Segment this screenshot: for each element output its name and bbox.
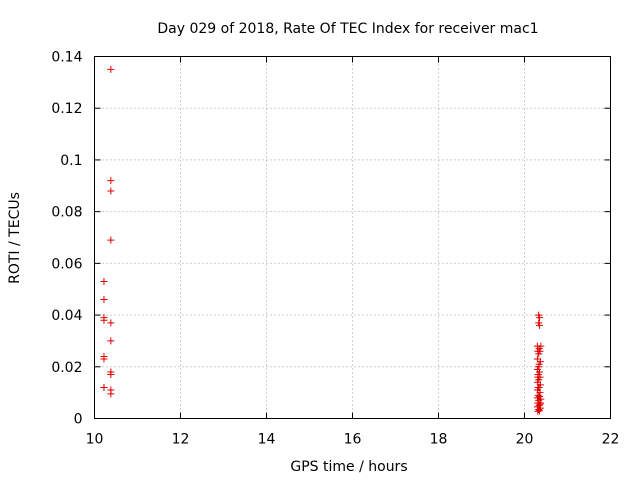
- data-point: [536, 399, 544, 407]
- data-point: [535, 350, 543, 358]
- data-point: [534, 373, 542, 381]
- chart-title: Day 029 of 2018, Rate Of TEC Index for r…: [157, 21, 538, 37]
- x-tick-label: 14: [258, 432, 276, 448]
- data-point: [534, 383, 542, 391]
- y-tick-label: 0: [74, 412, 83, 428]
- data-point: [536, 407, 544, 415]
- y-tick-label: 0.14: [51, 50, 82, 66]
- data-point: [107, 371, 115, 379]
- y-tick-label: 0.06: [51, 256, 82, 272]
- data-point: [536, 321, 544, 329]
- x-axis-label: GPS time / hours: [290, 459, 407, 475]
- data-point: [537, 342, 545, 350]
- x-tick-label: 10: [86, 432, 104, 448]
- data-point: [535, 360, 543, 368]
- x-tick-label: 20: [516, 432, 534, 448]
- data-point: [107, 236, 115, 244]
- y-tick-label: 0.12: [51, 101, 82, 117]
- x-tick-labels: 10 12 14 16 18 20 22: [86, 432, 620, 448]
- x-tick-label: 12: [172, 432, 190, 448]
- data-point: [100, 316, 108, 324]
- data-point: [107, 187, 115, 195]
- data-point: [100, 277, 108, 285]
- x-tick-label: 22: [602, 432, 620, 448]
- data-point: [107, 65, 115, 73]
- data-point: [107, 390, 115, 398]
- y-axis-label: ROTI / TECUs: [7, 192, 23, 284]
- data-point: [100, 355, 108, 363]
- y-tick-labels: 0 0.02 0.04 0.06 0.08 0.1 0.12 0.14: [51, 50, 82, 428]
- plot-frame: [94, 56, 611, 419]
- y-tick-label: 0.04: [51, 308, 82, 324]
- data-point: [536, 314, 544, 322]
- data-points: [100, 65, 545, 415]
- y-tick-label: 0.08: [51, 205, 82, 221]
- y-tick-label: 0.02: [51, 360, 82, 376]
- x-tick-label: 18: [430, 432, 448, 448]
- data-point: [535, 405, 543, 413]
- data-point: [107, 177, 115, 185]
- data-point: [534, 407, 542, 415]
- data-point: [100, 296, 108, 304]
- data-point: [107, 337, 115, 345]
- x-tick-label: 16: [344, 432, 362, 448]
- data-point: [100, 383, 108, 391]
- grid: [94, 56, 611, 419]
- y-tick-label: 0.1: [60, 153, 82, 169]
- data-point: [107, 319, 115, 327]
